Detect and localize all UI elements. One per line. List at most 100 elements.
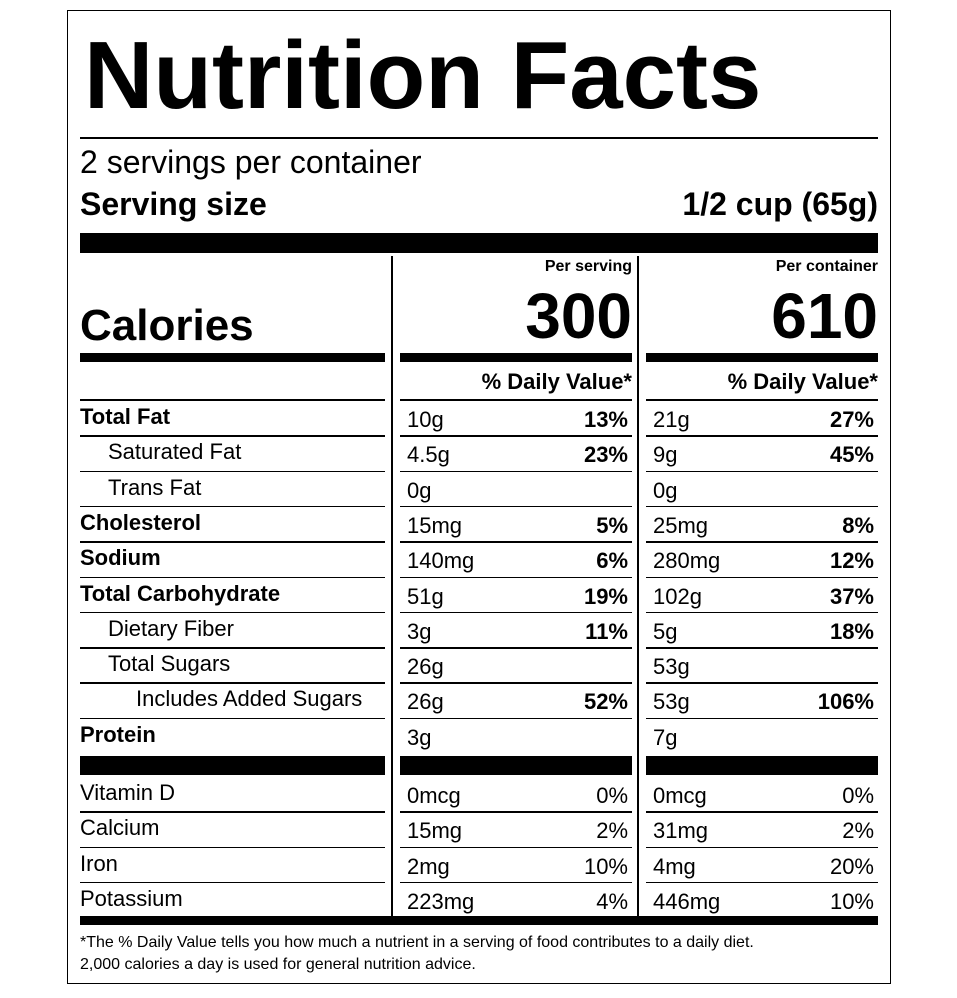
amount: 53g: [653, 689, 690, 715]
row-rule: [646, 811, 878, 813]
daily-value: 19%: [583, 583, 628, 609]
amount: 15mg: [407, 818, 463, 844]
dv-heading: % Daily Value*: [727, 369, 878, 394]
amount: 0g: [407, 477, 432, 503]
serving-size-label: Serving size: [80, 186, 267, 222]
row-rule: [646, 541, 878, 543]
nutrient-name: Trans Fat: [108, 474, 202, 500]
row-rule: [646, 611, 878, 614]
dv-heading: % Daily Value*: [481, 369, 632, 394]
amount: 280mg: [653, 548, 721, 574]
nutrient-name: Includes Added Sugars: [136, 686, 363, 712]
daily-value: 6%: [596, 548, 628, 574]
row-rule: [400, 881, 632, 884]
row-rule: [646, 576, 878, 578]
column-divider: [391, 256, 393, 916]
daily-value: 0%: [596, 783, 628, 808]
row-rule: [400, 505, 632, 508]
row-rule: [80, 846, 385, 849]
nutrient-name: Iron: [80, 850, 118, 876]
nutrient-name: Calcium: [80, 815, 160, 841]
amount: 26g: [407, 654, 444, 680]
amount: 4.5g: [407, 442, 450, 468]
thick-rule: [80, 353, 385, 362]
footnote: *The % Daily Value tells you how much a …: [80, 934, 754, 952]
nutrient-name: Dietary Fiber: [108, 615, 234, 641]
nutrient-name: Vitamin D: [80, 780, 175, 805]
amount: 2mg: [407, 853, 450, 879]
row-rule: [80, 399, 385, 401]
serving-size-value: 1/2 cup (65g): [682, 186, 878, 222]
amount: 15mg: [407, 512, 463, 538]
daily-value: 0%: [842, 783, 874, 808]
nutrient-name: Potassium: [80, 885, 183, 911]
amount: 0mcg: [653, 783, 707, 808]
nutrient-name: Total Fat: [80, 404, 171, 429]
row-rule: [400, 811, 632, 813]
amount: 26g: [407, 689, 444, 715]
daily-value: 2%: [596, 818, 628, 844]
daily-value: 13%: [583, 407, 628, 432]
thick-rule: [400, 353, 632, 362]
row-rule: [646, 399, 878, 401]
amount: 53g: [653, 654, 690, 680]
thick-rule: [646, 756, 878, 775]
amount: 51g: [407, 583, 444, 609]
amount: 140mg: [407, 548, 475, 574]
title: Nutrition Facts: [84, 22, 762, 129]
calories-value: 300: [525, 280, 632, 352]
daily-value: 23%: [583, 442, 628, 468]
row-rule: [400, 717, 632, 720]
row-rule: [80, 470, 385, 473]
row-rule: [400, 470, 632, 473]
row-rule: [646, 435, 878, 437]
row-rule: [646, 470, 878, 473]
thick-rule: [80, 756, 385, 775]
row-rule: [400, 682, 632, 684]
nutrient-name: Total Carbohydrate: [80, 580, 281, 606]
row-rule: [80, 576, 385, 578]
row-rule: [400, 399, 632, 401]
daily-value: 18%: [829, 618, 874, 644]
amount: 223mg: [407, 888, 475, 914]
row-rule: [646, 846, 878, 849]
thick-rule: [646, 353, 878, 362]
nutrient-name: Cholesterol: [80, 509, 202, 535]
row-rule: [80, 611, 385, 614]
thick-rule: [400, 756, 632, 775]
row-rule: [80, 647, 385, 649]
row-rule: [400, 611, 632, 614]
servings: 2 servings per container: [80, 144, 422, 180]
row-rule: [80, 541, 385, 543]
thick-rule: [80, 916, 878, 926]
daily-value: 10%: [829, 888, 874, 914]
daily-value: 5%: [596, 512, 628, 538]
amount: 3g: [407, 618, 432, 644]
daily-value: 8%: [842, 512, 874, 538]
daily-value: 106%: [817, 689, 874, 715]
row-rule: [80, 682, 385, 684]
daily-value: 37%: [829, 583, 874, 609]
nutrient-name: Sodium: [80, 545, 161, 571]
row-rule: [646, 881, 878, 884]
row-rule: [80, 505, 385, 508]
row-rule: [646, 647, 878, 649]
amount: 21g: [653, 407, 690, 432]
row-rule: [400, 846, 632, 849]
row-rule: [80, 881, 385, 884]
amount: 0g: [653, 477, 678, 503]
row-rule: [400, 541, 632, 543]
row-rule: [80, 435, 385, 437]
row-rule: [400, 647, 632, 649]
amount: 446mg: [653, 888, 721, 914]
calories-value: 610: [771, 280, 878, 352]
amount: 25mg: [653, 512, 709, 538]
row-rule: [400, 435, 632, 437]
amount: 0mcg: [407, 783, 461, 808]
row-rule: [80, 811, 385, 813]
thick-rule: [80, 233, 878, 253]
row-rule: [646, 505, 878, 508]
rule: [80, 137, 878, 139]
amount: 10g: [407, 407, 444, 432]
nutrient-name: Total Sugars: [108, 651, 231, 677]
